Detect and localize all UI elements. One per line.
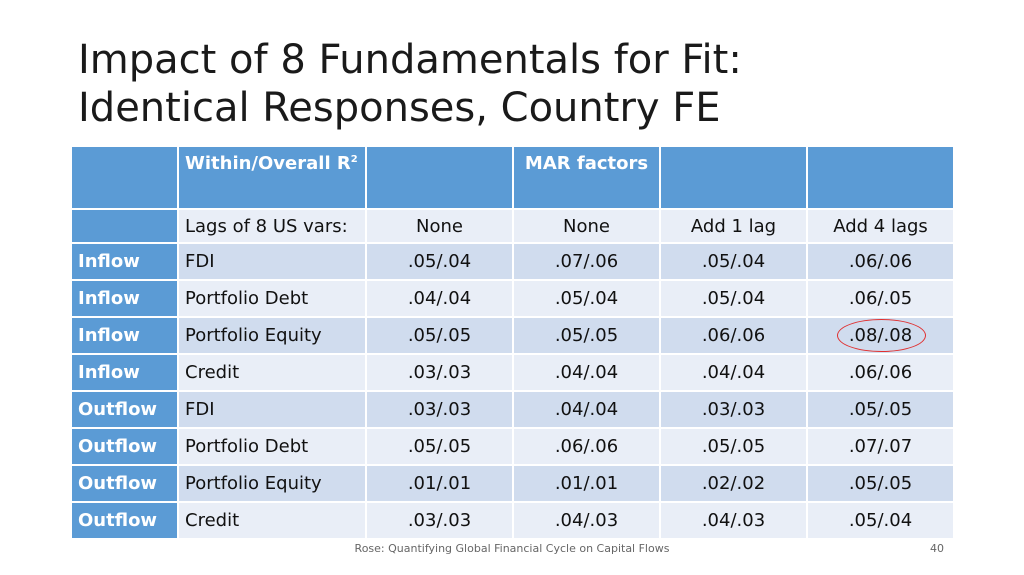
- page-number: 40: [930, 542, 944, 555]
- value-cell: .05/.05: [659, 427, 808, 466]
- direction-cell: Outflow: [70, 464, 179, 503]
- slide-title: Impact of 8 Fundamentals for Fit: Identi…: [78, 36, 742, 132]
- flow-cell: Portfolio Equity: [177, 316, 367, 355]
- value-cell: .05/.05: [806, 464, 955, 503]
- value-cell: .04/.03: [659, 501, 808, 540]
- value-cell: .04/.04: [365, 279, 514, 318]
- table-header-row: Within/Overall R2 MAR factors: [70, 145, 955, 210]
- flow-cell: Credit: [177, 353, 367, 392]
- table-row: Outflow FDI .03/.03 .04/.04 .03/.03 .05/…: [70, 390, 955, 429]
- value-cell: .05/.04: [659, 279, 808, 318]
- value-cell: .01/.01: [365, 464, 514, 503]
- flow-cell: FDI: [177, 390, 367, 429]
- value-cell: .05/.05: [365, 316, 514, 355]
- value-cell: .05/.05: [806, 390, 955, 429]
- table-row: Inflow Portfolio Equity .05/.05 .05/.05 …: [70, 316, 955, 355]
- flow-cell: Credit: [177, 501, 367, 540]
- value-cell: .03/.03: [659, 390, 808, 429]
- title-line-1: Impact of 8 Fundamentals for Fit:: [78, 37, 742, 83]
- spec-label-1: None: [365, 208, 514, 244]
- direction-cell: Outflow: [70, 501, 179, 540]
- slide-footer: Rose: Quantifying Global Financial Cycle…: [354, 542, 670, 555]
- table-subheader-row: Lags of 8 US vars: None None Add 1 lag A…: [70, 208, 955, 244]
- header-empty-cell: [70, 145, 179, 210]
- header-empty-cell: [806, 145, 955, 210]
- flow-cell: Portfolio Equity: [177, 464, 367, 503]
- flow-cell: Portfolio Debt: [177, 427, 367, 466]
- value-cell: .03/.03: [365, 390, 514, 429]
- direction-cell: Inflow: [70, 353, 179, 392]
- direction-cell: Inflow: [70, 316, 179, 355]
- spec-label-2: None: [512, 208, 661, 244]
- value-cell: .03/.03: [365, 353, 514, 392]
- value-cell: .03/.03: [365, 501, 514, 540]
- value-cell: .06/.05: [806, 279, 955, 318]
- side-empty-cell: [70, 208, 179, 244]
- value-cell: .05/.05: [365, 427, 514, 466]
- results-table: Within/Overall R2 MAR factors Lags of 8 …: [70, 145, 955, 540]
- table-row: Inflow FDI .05/.04 .07/.06 .05/.04 .06/.…: [70, 242, 955, 281]
- direction-cell: Outflow: [70, 427, 179, 466]
- spec-label-3: Add 1 lag: [659, 208, 808, 244]
- table-row: Inflow Credit .03/.03 .04/.04 .04/.04 .0…: [70, 353, 955, 392]
- title-line-2: Identical Responses, Country FE: [78, 85, 721, 131]
- value-cell: .06/.06: [806, 242, 955, 281]
- value-cell: .06/.06: [806, 353, 955, 392]
- value-cell: .05/.04: [659, 242, 808, 281]
- value-cell: .04/.04: [512, 353, 661, 392]
- header-mar-factors-cell: MAR factors: [512, 145, 661, 210]
- direction-cell: Inflow: [70, 279, 179, 318]
- value-cell: .02/.02: [659, 464, 808, 503]
- table-row: Outflow Portfolio Equity .01/.01 .01/.01…: [70, 464, 955, 503]
- header-empty-cell: [365, 145, 514, 210]
- header-empty-cell: [659, 145, 808, 210]
- value-cell: .06/.06: [512, 427, 661, 466]
- value-cell: .05/.04: [365, 242, 514, 281]
- value-cell: .07/.07: [806, 427, 955, 466]
- direction-cell: Inflow: [70, 242, 179, 281]
- table-row: Outflow Portfolio Debt .05/.05 .06/.06 .…: [70, 427, 955, 466]
- spec-label-4: Add 4 lags: [806, 208, 955, 244]
- flow-cell: FDI: [177, 242, 367, 281]
- highlighted-value-cell: .08/.08: [806, 316, 955, 355]
- red-circle-annotation: .08/.08: [836, 319, 927, 352]
- value-cell: .07/.06: [512, 242, 661, 281]
- direction-cell: Outflow: [70, 390, 179, 429]
- value-cell: .06/.06: [659, 316, 808, 355]
- value-cell: .01/.01: [512, 464, 661, 503]
- value-cell: .05/.04: [512, 279, 661, 318]
- flow-cell: Portfolio Debt: [177, 279, 367, 318]
- value-cell: .04/.04: [659, 353, 808, 392]
- value-cell: .04/.03: [512, 501, 661, 540]
- header-r2-cell: Within/Overall R2: [177, 145, 367, 210]
- value-cell: .05/.05: [512, 316, 661, 355]
- table-row: Inflow Portfolio Debt .04/.04 .05/.04 .0…: [70, 279, 955, 318]
- table-row: Outflow Credit .03/.03 .04/.03 .04/.03 .…: [70, 501, 955, 540]
- value-cell: .05/.04: [806, 501, 955, 540]
- lags-label: Lags of 8 US vars:: [177, 208, 367, 244]
- value-cell: .04/.04: [512, 390, 661, 429]
